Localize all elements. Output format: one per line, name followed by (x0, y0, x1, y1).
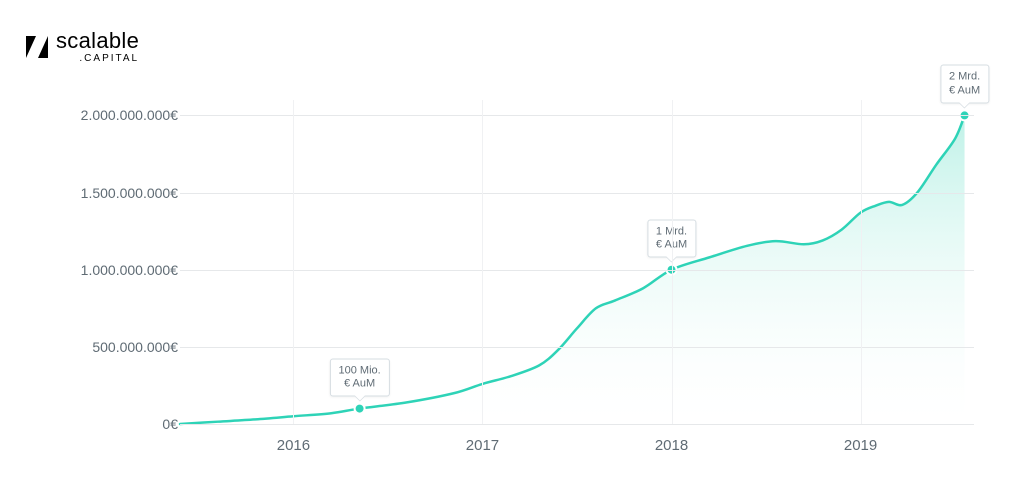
y-axis-label: 1.000.000.000€ (81, 262, 178, 278)
milestone-callout: 2 Mrd.€ AuM (940, 65, 989, 104)
callout-line1: 2 Mrd. (949, 71, 980, 85)
x-axis-label: 2018 (655, 437, 688, 454)
y-axis-label: 0€ (162, 416, 178, 432)
x-gridline (293, 100, 294, 424)
x-axis-label: 2019 (844, 437, 877, 454)
callout-line2: € AuM (338, 378, 380, 392)
x-gridline (482, 100, 483, 424)
logo-mark-icon (24, 34, 50, 60)
y-gridline (180, 347, 974, 348)
x-axis-label: 2017 (466, 437, 499, 454)
x-gridline (861, 100, 862, 424)
brand-logo: scalable .CAPITAL (24, 30, 139, 64)
logo-word-sub: .CAPITAL (56, 54, 139, 64)
y-gridline (180, 270, 974, 271)
milestone-callout: 100 Mio.€ AuM (329, 358, 389, 397)
y-gridline (180, 193, 974, 194)
y-gridline (180, 424, 974, 425)
area-line-svg (180, 100, 974, 424)
callout-line1: 100 Mio. (338, 364, 380, 378)
aum-chart: 100 Mio.€ AuM1 Mrd.€ AuM2 Mrd.€ AuM 0€ 50… (30, 100, 994, 464)
y-axis-label: 500.000.000€ (92, 339, 178, 355)
y-axis-label: 1.500.000.000€ (81, 185, 178, 201)
y-gridline (180, 115, 974, 116)
x-gridline (672, 100, 673, 424)
logo-word-main: scalable (56, 30, 139, 52)
y-axis-label: 2.000.000.000€ (81, 107, 178, 123)
callout-line2: € AuM (949, 85, 980, 99)
x-axis-label: 2016 (277, 437, 310, 454)
plot-area: 100 Mio.€ AuM1 Mrd.€ AuM2 Mrd.€ AuM (180, 100, 974, 424)
